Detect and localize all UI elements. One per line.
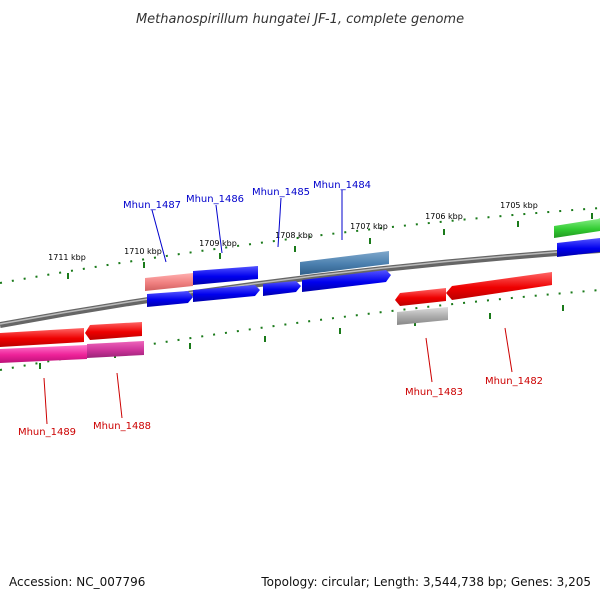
- gene-feature: [557, 238, 600, 257]
- gene-label-forward: Mhun_1484: [313, 180, 371, 191]
- genome-summary-text: Topology: circular; Length: 3,544,738 bp…: [260, 575, 591, 589]
- gene-feature: [85, 322, 142, 340]
- forward-callouts: [151, 190, 343, 263]
- genome-backbone: [0, 247, 600, 328]
- gene-feature: [193, 285, 260, 302]
- kbp-label: 1707 kbp: [350, 222, 388, 231]
- gene-label-forward: Mhun_1486: [186, 194, 244, 205]
- outer-tick-arc: [0, 207, 600, 284]
- gene-label-forward: Mhun_1485: [252, 187, 310, 198]
- gene-feature: [302, 270, 391, 292]
- outer-major-ticks: [67, 213, 593, 279]
- reverse-callouts: [43, 327, 513, 425]
- gene-label-reverse: Mhun_1483: [405, 387, 463, 398]
- gene-label-reverse: Mhun_1489: [18, 427, 76, 438]
- gene-feature: [193, 266, 258, 285]
- kbp-label: 1706 kbp: [425, 212, 463, 221]
- gene-feature: [0, 328, 84, 347]
- map-title: Methanospirillum hungatei JF-1, complete…: [136, 12, 464, 27]
- genome-backbone-highlight: [0, 248, 600, 325]
- gene-feature: [145, 273, 193, 291]
- gene-feature: [0, 345, 87, 363]
- gene-feature: [554, 218, 600, 238]
- kbp-label: 1711 kbp: [48, 253, 86, 262]
- gene-feature: [395, 288, 446, 306]
- gene-feature: [87, 341, 144, 358]
- gene-feature: [300, 251, 389, 275]
- gene-feature: [446, 272, 552, 300]
- accession-text: Accession: NC_007796: [9, 575, 145, 589]
- gene-label-reverse: Mhun_1488: [93, 421, 151, 432]
- forward-genes: [145, 218, 600, 307]
- kbp-label: 1709 kbp: [199, 239, 237, 248]
- reverse-genes: [0, 272, 552, 363]
- kbp-label: 1708 kbp: [275, 231, 313, 240]
- gene-feature: [263, 281, 301, 296]
- kbp-label: 1705 kbp: [500, 201, 538, 210]
- gene-feature: [397, 307, 448, 325]
- gene-feature: [147, 291, 193, 307]
- gene-label-forward: Mhun_1487: [123, 200, 181, 211]
- gene-label-reverse: Mhun_1482: [485, 376, 543, 387]
- kbp-label: 1710 kbp: [124, 247, 162, 256]
